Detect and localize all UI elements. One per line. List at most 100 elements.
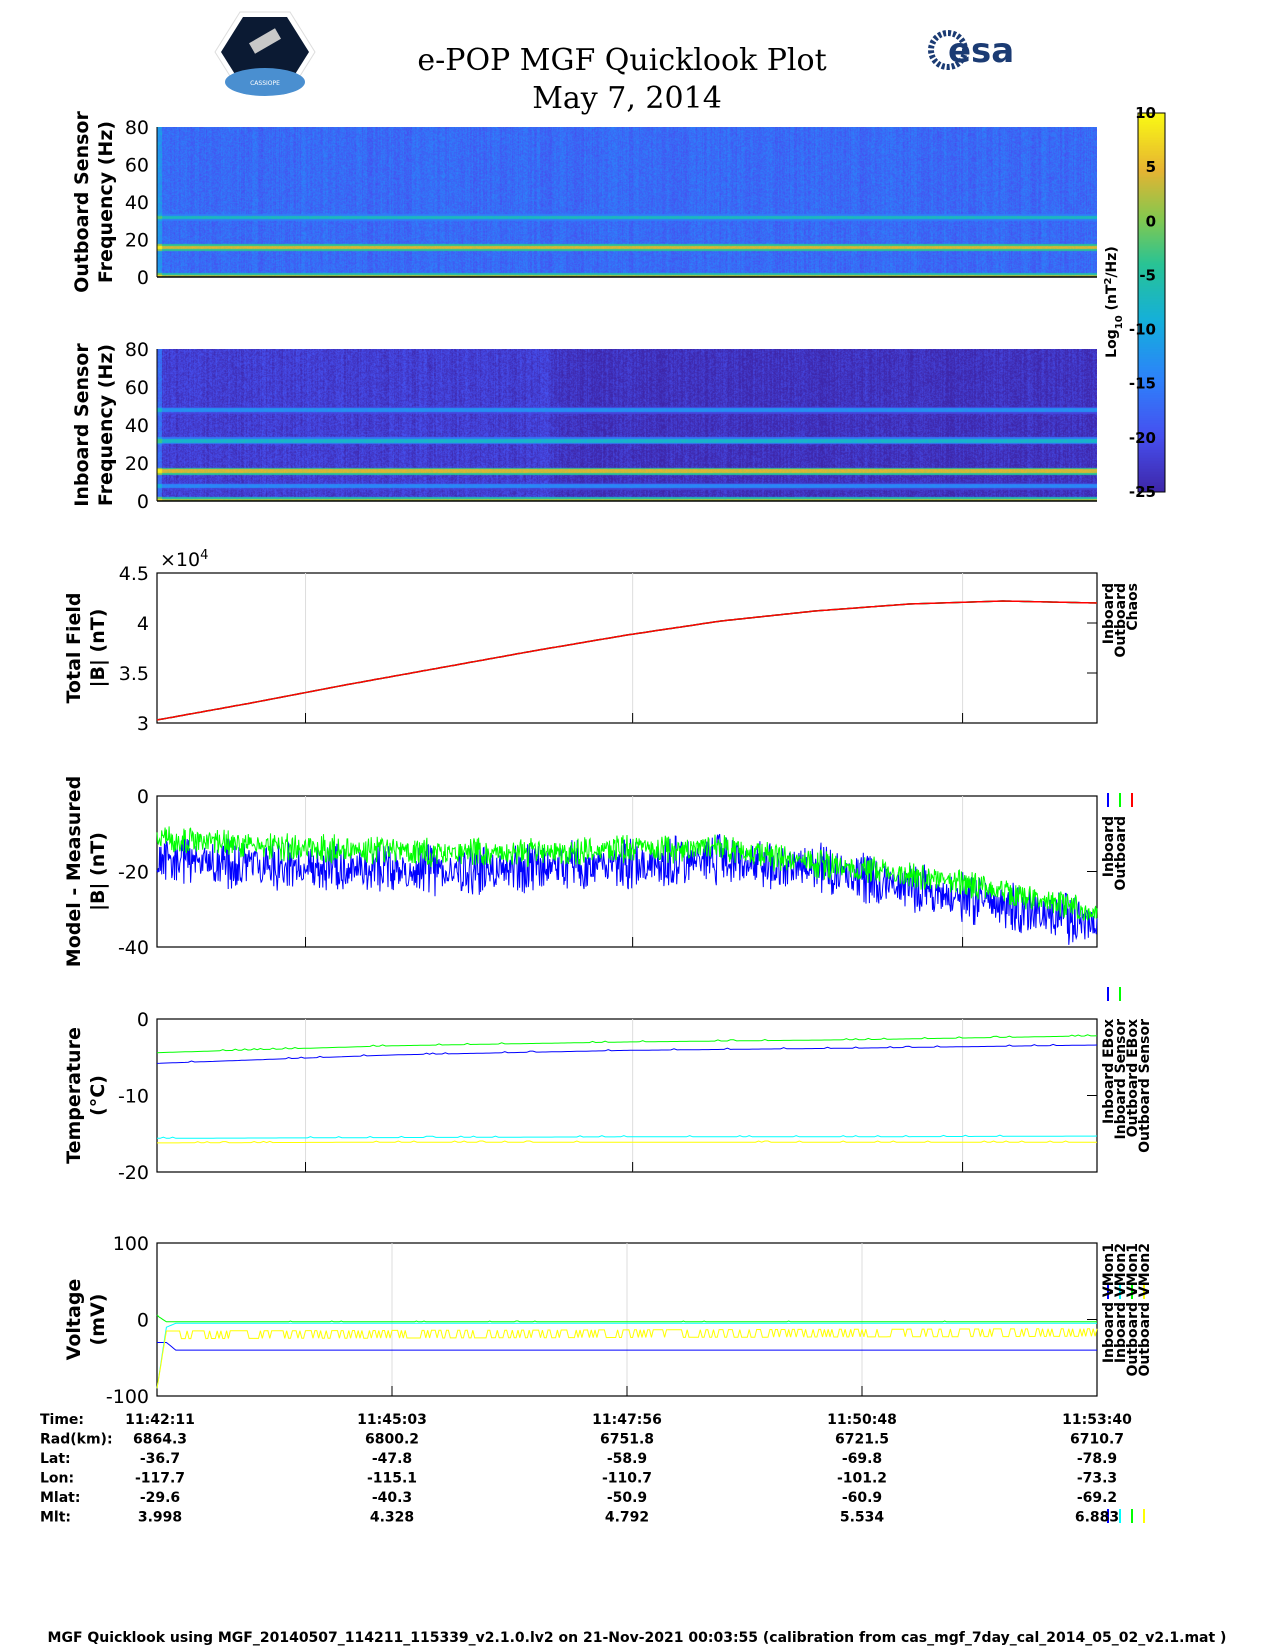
ephemeris-row-label: Lon: [40,1471,74,1487]
ephemeris-value: 6864.3 [133,1432,187,1448]
y-tick-label: 0 [137,267,149,289]
ephemeris-row-label: Lat: [40,1451,71,1467]
ephemeris-value: 5.534 [840,1510,885,1526]
inboard-spectrogram-image [157,349,1097,501]
y-axis-label: Total Field [63,592,85,703]
y-tick-label: 80 [125,339,149,361]
plot-title: e-POP MGF Quicklook Plot [417,43,826,78]
ephemeris-value: 6751.8 [600,1432,654,1448]
ephemeris-value: -69.2 [1077,1490,1117,1506]
colorbar-tick-label: -15 [1129,375,1156,393]
y-tick-label: 80 [125,117,149,139]
y-tick-label: -100 [106,1386,149,1408]
ephemeris-value: 11:50:48 [827,1412,897,1428]
y-tick-label: 0 [137,786,149,808]
y-axis-label: |B| (nT) [87,609,109,688]
y-exponent-label: ×104 [160,548,208,572]
y-axis-label: Inboard Sensor [71,343,93,507]
y-axis-label: Model - Measured [63,776,85,967]
legend-label: Outboard Sensor [1137,1019,1153,1153]
y-axis-label: Frequency (Hz) [95,344,117,506]
footer-text: MGF Quicklook using MGF_20140507_114211_… [48,1630,1227,1646]
colorbar-tick-label: -20 [1129,429,1156,447]
colorbar-tick-label: -25 [1129,483,1156,501]
ephemeris-row-label: Mlt: [40,1510,71,1526]
ephemeris-value: -29.6 [140,1490,180,1506]
series-line-outboard-vmon2 [156,1328,1098,1389]
legend-label: Outboard EBox [1125,1019,1141,1137]
y-tick-label: -10 [118,1086,149,1108]
legend-label: Inboard VMon1 [1101,1243,1117,1363]
ephemeris-value: 6721.5 [835,1432,889,1448]
y-tick-label: 0 [137,1009,149,1031]
y-axis-label: (°C) [87,1075,109,1116]
ephemeris-value: -110.7 [602,1471,652,1487]
colorbar-label-part: 10 [1114,315,1125,329]
y-tick-label: 20 [125,230,149,252]
y-tick-label: 100 [113,1233,149,1255]
plot-frame [156,572,1098,724]
y-tick-label: 40 [125,192,149,214]
series-line-chaos [156,600,1098,721]
y-tick-label: -40 [118,937,149,959]
series-line-inboard-sensor [157,1134,1098,1139]
series-line-inboard-vmon1 [157,1342,1097,1351]
y-axis-label: Frequency (Hz) [95,121,117,283]
legend-label: Inboard VMon2 [1113,1243,1129,1363]
series-line-outboard-ebox [156,1034,1098,1054]
exponent-power: 4 [200,548,208,563]
ephemeris-value: 4.328 [370,1510,414,1526]
y-axis-label: Voltage [63,1279,85,1361]
ephemeris-value: -40.3 [372,1490,412,1506]
series-line-outboard-vmon1 [156,1314,1097,1323]
ephemeris-value: -117.7 [135,1471,185,1487]
ephemeris-value: -60.9 [842,1490,882,1506]
ephemeris-value: 6.883 [1075,1510,1119,1526]
y-tick-label: 40 [125,415,149,437]
y-tick-label: 60 [125,155,149,177]
series-line-inboard-vmon2 [156,1322,1097,1389]
ephemeris-value: -58.9 [607,1451,647,1467]
y-tick-label: 0 [137,491,149,513]
ephemeris-value: -73.3 [1077,1471,1117,1487]
ephemeris-row-label: Mlat: [40,1490,80,1506]
ephemeris-value: 4.792 [605,1510,649,1526]
ephemeris-value: 11:42:11 [125,1412,195,1428]
plot-frame [156,1018,1098,1173]
legend-label: Inboard [1101,816,1117,877]
series-line-outboard [156,826,1098,922]
colorbar-tick-label: -5 [1139,266,1156,284]
colorbar-label-part: 2 [1103,278,1114,285]
ephemeris-value: -69.8 [842,1451,882,1467]
legend-label: Outboard VMon2 [1137,1243,1153,1377]
legend-label: Chaos [1125,583,1141,631]
colorbar-tick-label: 0 [1146,212,1156,230]
y-tick-label: -20 [118,1162,149,1184]
colorbar-tick-label: -10 [1129,321,1156,339]
legend-label: Outboard [1113,816,1129,891]
series-line-outboard-sensor [157,1140,1097,1144]
colorbar-tick-label: 5 [1146,158,1156,176]
ephemeris-row-label: Time: [40,1412,84,1428]
legend-label: Inboard [1101,583,1117,644]
legend-label: Outboard VMon1 [1125,1243,1141,1377]
legend-label: Outboard [1113,583,1129,658]
ephemeris-value: 6710.7 [1070,1432,1124,1448]
y-axis-label: (mV) [87,1294,109,1346]
ephemeris-value: 11:53:40 [1062,1412,1132,1428]
ephemeris-value: -50.9 [607,1490,647,1506]
series-line-inboard [156,833,1098,945]
colorbar-frame [1137,112,1166,493]
y-tick-label: 60 [125,377,149,399]
ephemeris-value: 6800.2 [365,1432,419,1448]
colorbar-label-part: (nT [1104,284,1120,315]
esa-logo-text: esa [948,31,1014,71]
ephemeris-value: 3.998 [138,1510,182,1526]
y-tick-label: 20 [125,453,149,475]
ephemeris-row-label: Rad(km): [40,1432,113,1448]
series-line-inboard-ebox [156,1043,1098,1064]
ephemeris-value: -78.9 [1077,1451,1117,1467]
colorbar-label: Log10 (nT2/Hz) [1103,246,1125,358]
legend-label: Inboard Sensor [1113,1019,1129,1140]
